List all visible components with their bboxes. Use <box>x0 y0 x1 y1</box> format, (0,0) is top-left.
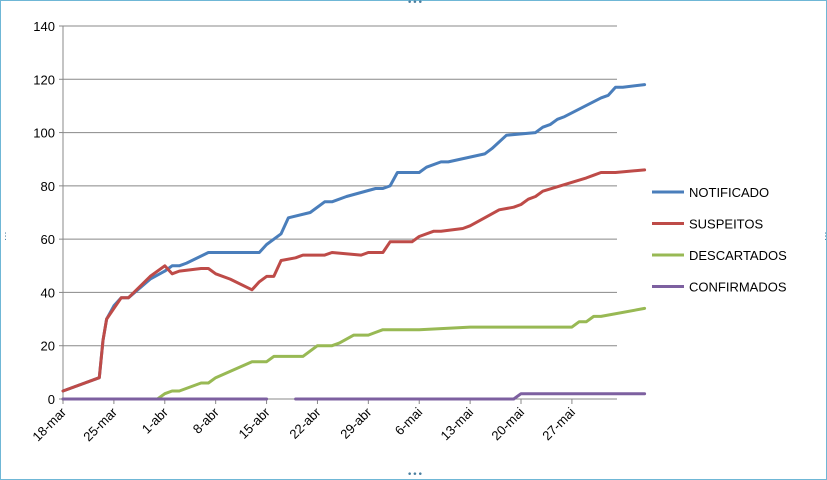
resize-handle-bottom-icon[interactable]: ••• <box>407 470 423 480</box>
legend: NOTIFICADO SUSPEITOS DESCARTADOS CONFIRMADO… <box>652 185 787 295</box>
series-line-suspeitos <box>61 168 647 393</box>
legend-label-notificado: NOTIFICADO <box>689 185 769 200</box>
y-tick-label: 60 <box>41 232 55 247</box>
y-tick-label: 100 <box>33 126 55 141</box>
x-tick-label: 6-mai <box>392 404 426 438</box>
x-tick-label: 1-abr <box>139 404 172 437</box>
x-tick-label: 15-abr <box>236 404 274 442</box>
x-tick-label: 22-abr <box>286 404 324 442</box>
y-tick-label: 120 <box>33 72 55 87</box>
x-tick-label: 13-mai <box>438 404 477 443</box>
y-tick-label: 20 <box>41 339 55 354</box>
gridlines <box>63 25 617 347</box>
x-tick-label: 20-mai <box>488 404 527 443</box>
series-line-confirmados-segment-2 <box>294 392 647 401</box>
x-tick-label: 27-mai <box>539 404 578 443</box>
x-tick-label: 18-mar <box>29 404 69 444</box>
y-tick-label: 40 <box>41 285 55 300</box>
resize-handle-top-icon[interactable]: ••• <box>407 0 423 8</box>
y-tick-label: 140 <box>33 19 55 34</box>
legend-label-suspeitos: SUSPEITOS <box>689 217 764 232</box>
x-tick-label: 8-abr <box>190 404 223 437</box>
resize-handle-right-icon[interactable]: ⋮ <box>821 232 827 242</box>
x-tick-label: 29-abr <box>337 404 375 442</box>
series-lines <box>61 83 647 401</box>
legend-label-confirmados: CONFIRMADOS <box>689 280 787 295</box>
series-line-notificado <box>61 83 647 393</box>
axes: 0 20 40 60 80 100 120 140 18-mar 25-mar 1-abr 8-abr… <box>29 19 617 444</box>
y-tick-label: 80 <box>41 179 55 194</box>
x-tick-label: 25-mar <box>80 404 120 444</box>
legend-label-descartados: DESCARTADOS <box>689 248 787 263</box>
series-line-descartados <box>61 306 647 401</box>
y-tick-label: 0 <box>48 392 55 407</box>
